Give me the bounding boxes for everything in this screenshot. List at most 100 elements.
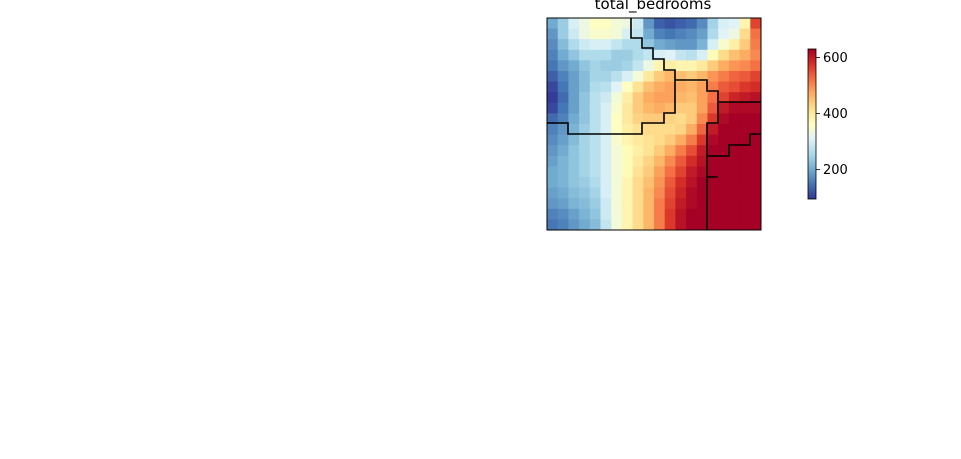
heatmap-cell [621,198,633,210]
heatmap-cell [750,166,762,178]
heatmap-cell [579,92,591,104]
heatmap-cell [664,102,676,114]
heatmap-cell [547,219,559,231]
heatmap-cell [718,28,730,40]
heatmap-cell [654,113,666,125]
heatmap-cell [686,155,698,167]
heatmap-cell [750,39,762,51]
heatmap-cell [739,198,751,210]
heatmap-cell [664,49,676,61]
heatmap-cell [654,155,666,167]
heatmap-cell [675,49,687,61]
heatmap-cell [600,208,612,220]
heatmap-cell [675,92,687,104]
heatmap-cell [750,113,762,125]
heatmap-cell [643,155,655,167]
heatmap-cell [600,102,612,114]
heatmap-cell [568,166,580,178]
heatmap-cell [643,187,655,199]
heatmap-cell [696,102,708,114]
heatmap-cell [643,166,655,178]
heatmap-cell [579,81,591,93]
heatmap-cell [557,208,569,220]
heatmap-cell [707,187,719,199]
heatmap-cell [579,18,591,29]
heatmap-cell [675,81,687,93]
heatmap-cell [611,39,623,51]
heatmap-cell [611,92,623,104]
heatmap-cell [600,49,612,61]
heatmap-cell [664,28,676,40]
heatmap-cell [579,28,591,40]
heatmap-cell [600,187,612,199]
heatmap-cell [568,81,580,93]
heatmap-cell [547,92,559,104]
heatmap-cell [739,177,751,188]
heatmap-cell [611,28,623,40]
heatmap-cell [611,102,623,114]
heatmap-cell [579,49,591,61]
heatmap-cell [696,134,708,146]
heatmap-cell [675,113,687,125]
heatmap-cell [739,145,751,157]
heatmap-cell [739,71,751,82]
heatmap-cell [664,177,676,188]
heatmap-cell [675,124,687,135]
heatmap-cell [568,124,580,135]
heatmap-cell [739,155,751,167]
heatmap-cell [579,155,591,167]
heatmap-cell [579,39,591,51]
heatmap-cell [718,39,730,51]
heatmap-cell [718,60,730,72]
heatmap-cell [632,177,644,188]
heatmap-cell [664,219,676,231]
heatmap-cell [621,28,633,40]
heatmap-cell [579,124,591,135]
heatmap-cell [632,18,644,29]
heatmap-cell [557,155,569,167]
heatmap-cell [547,155,559,167]
heatmap-cell [643,71,655,82]
heatmap-cell [675,71,687,82]
heatmap-cell [589,124,601,135]
heatmap-cell [707,198,719,210]
heatmap-cell [686,49,698,61]
heatmap-cell [643,49,655,61]
heatmap-cell [664,208,676,220]
heatmap-cell [707,60,719,72]
heatmap-cell [579,177,591,188]
heatmap-cell [696,124,708,135]
heatmap-cell [750,134,762,146]
heatmap-cell [675,219,687,231]
heatmap-cell [750,177,762,188]
heatmap-cell [728,71,740,82]
heatmap-cell [750,71,762,82]
heatmap-cell [664,81,676,93]
heatmap-cell [707,145,719,157]
heatmap-cell [568,134,580,146]
heatmap-cell [568,155,580,167]
heatmap-cell [621,18,633,29]
heatmap-cell [696,219,708,231]
heatmap-cell [718,49,730,61]
heatmap-cell [589,49,601,61]
heatmap-cell [568,187,580,199]
heatmap-cell [739,113,751,125]
heatmap-cell [728,102,740,114]
heatmap-cell [632,208,644,220]
heatmap-cell [686,166,698,178]
heatmap-cell [611,198,623,210]
heatmap-cell [547,18,559,29]
heatmap-cell [675,18,687,29]
heatmap-cell [728,187,740,199]
heatmap-cell [579,166,591,178]
heatmap-cell [696,49,708,61]
heatmap-cell [600,18,612,29]
heatmap-cell [696,60,708,72]
heatmap-cell [696,71,708,82]
heatmap-cell [654,177,666,188]
heatmap-cell [643,92,655,104]
heatmap-cell [739,81,751,93]
heatmap-cell [568,71,580,82]
heatmap-cell [579,71,591,82]
